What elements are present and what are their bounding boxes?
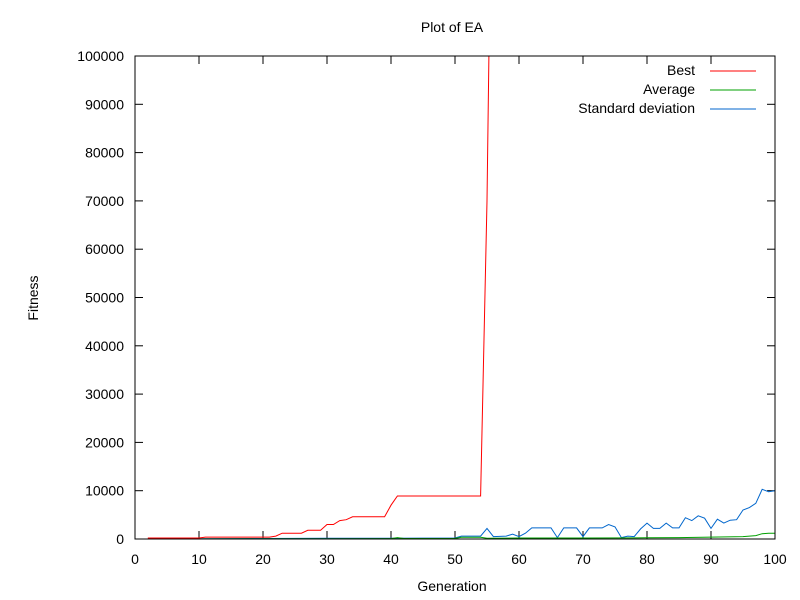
legend-label: Standard deviation	[578, 100, 695, 116]
y-tick-label: 60000	[85, 241, 124, 257]
x-tick-label: 100	[763, 551, 787, 567]
y-tick-label: 40000	[85, 338, 124, 354]
y-tick-label: 90000	[85, 96, 124, 112]
legend: Best Average Standard deviation	[578, 62, 756, 116]
y-tick-label: 100000	[77, 48, 124, 64]
x-tick-label: 10	[191, 551, 207, 567]
y-tick-label: 50000	[85, 290, 124, 306]
series-line-best	[147, 56, 490, 539]
x-axis-label: Generation	[417, 578, 486, 594]
x-tick-label: 80	[639, 551, 655, 567]
y-tick-label: 20000	[85, 434, 124, 450]
x-tick-label: 50	[447, 551, 463, 567]
x-tick-label: 40	[383, 551, 399, 567]
y-tick-label: 30000	[85, 386, 124, 402]
x-tick-label: 90	[703, 551, 719, 567]
y-tick-label: 70000	[85, 193, 124, 209]
y-tick-label: 0	[116, 531, 124, 547]
series-line-standard-deviation	[147, 488, 775, 539]
x-tick-label: 20	[255, 551, 271, 567]
y-tick-label: 10000	[85, 483, 124, 499]
legend-label: Best	[667, 62, 695, 78]
x-tick-label: 70	[575, 551, 591, 567]
axes: 0 10 20 30 40 50 60 70 80 90 100 0 10000 20000 30000 40…	[77, 48, 787, 567]
x-tick-label: 60	[511, 551, 527, 567]
x-tick-label: 0	[131, 551, 139, 567]
chart-title: Plot of EA	[421, 19, 484, 35]
y-tick-label: 80000	[85, 145, 124, 161]
legend-label: Average	[643, 81, 695, 97]
x-tick-label: 30	[319, 551, 335, 567]
plot-series	[147, 56, 775, 539]
y-axis-label: Fitness	[25, 275, 41, 320]
plot-frame	[134, 55, 776, 540]
